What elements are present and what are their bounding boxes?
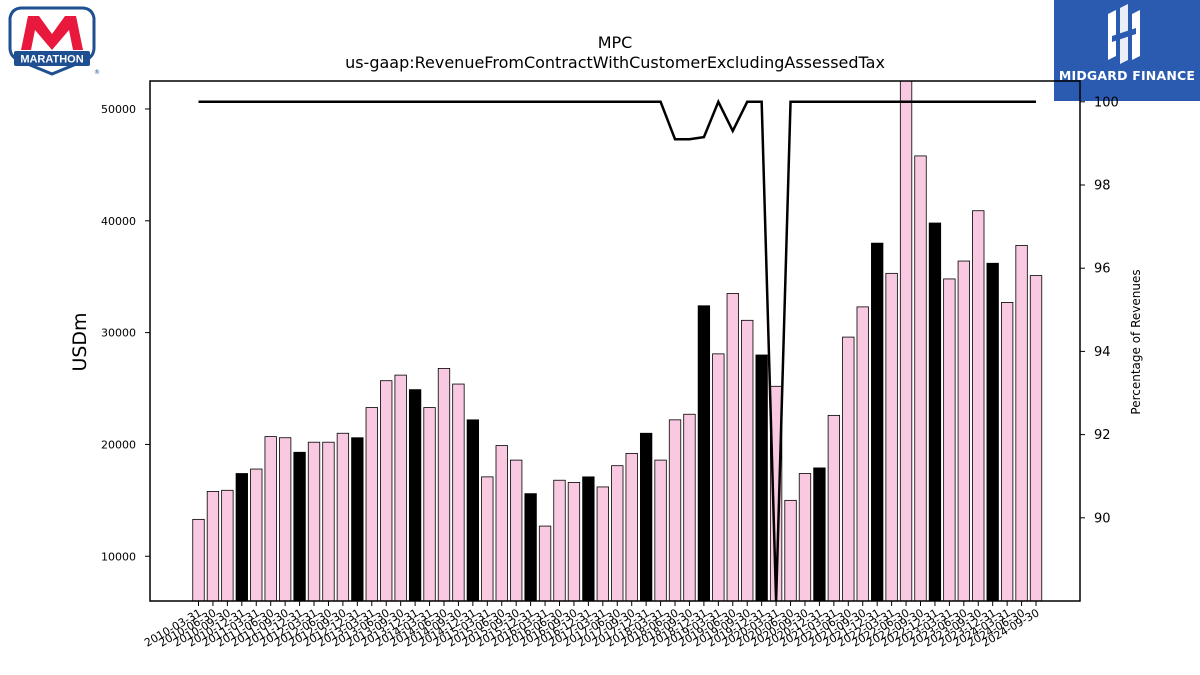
- bar-2015-06-30: [495, 445, 508, 602]
- bar-2023-06-30: [957, 260, 970, 602]
- bar-2011-09-30: [278, 437, 292, 602]
- bar-2016-03-31: [538, 525, 552, 602]
- bar-2022-03-31: [885, 272, 898, 602]
- bar-2014-03-31: [423, 407, 436, 602]
- y2-tick-label: 92: [1094, 428, 1111, 443]
- bar-2020-06-30: [784, 499, 797, 602]
- bar-2017-09-30: [625, 452, 638, 602]
- bar-2010-09-30: [221, 489, 234, 602]
- bar-2013-06-30: [380, 380, 393, 602]
- bar-2011-03-31: [250, 468, 263, 602]
- bar-2018-03-31: [654, 459, 667, 602]
- bar-2024-03-31: [1000, 302, 1014, 602]
- bar-2011-06-30: [264, 436, 277, 602]
- bar-2014-09-30: [452, 383, 465, 602]
- y2-tick-label: 94: [1094, 345, 1111, 360]
- bar-2022-09-30: [914, 155, 927, 602]
- marathon-wordmark: MARATHON: [20, 54, 83, 66]
- marathon-logo: MARATHON ®: [4, 4, 100, 76]
- bar-2022-06-30: [899, 80, 913, 602]
- bar-2021-09-30: [856, 306, 869, 602]
- bar-2017-06-30: [611, 465, 624, 602]
- y-axis-label: USDm: [69, 312, 91, 371]
- bar-2021-03-31: [827, 414, 841, 602]
- y-tick-label: 20000: [101, 438, 136, 451]
- bar-2015-03-31: [481, 476, 494, 602]
- midgard-emblem-icon: [1108, 4, 1140, 64]
- bar-2011-12-31: [293, 451, 306, 602]
- bar-2019-09-30: [741, 319, 754, 602]
- bar-2023-09-30: [972, 210, 985, 602]
- plot-frame: [149, 80, 1081, 602]
- y2-tick-label: 90: [1094, 511, 1111, 526]
- bar-2013-09-30: [394, 374, 407, 602]
- y2-axis-label: Percentage of Revenues: [1129, 269, 1143, 414]
- y-tick-label: 40000: [101, 215, 136, 228]
- chart-subtitle: us-gaap:RevenueFromContractWithCustomerE…: [345, 53, 885, 72]
- bar-2016-09-30: [567, 482, 581, 602]
- bar-2019-12-31: [755, 354, 768, 602]
- bar-2014-06-30: [437, 367, 451, 602]
- bar-2013-03-31: [365, 407, 378, 602]
- bar-2023-12-31: [986, 262, 999, 602]
- bar-2017-12-31: [639, 432, 653, 602]
- bar-2017-03-31: [596, 486, 609, 602]
- svg-text:®: ®: [94, 69, 100, 76]
- y-tick-label: 30000: [101, 327, 136, 340]
- bar-2018-12-31: [697, 305, 711, 602]
- bar-2012-03-31: [307, 441, 321, 602]
- bar-2024-06-30: [1015, 244, 1028, 602]
- bar-2010-12-31: [235, 473, 248, 602]
- bar-2018-09-30: [683, 413, 696, 602]
- bar-2012-06-30: [322, 441, 335, 602]
- y2-tick-label: 96: [1094, 262, 1111, 277]
- bars-group: [192, 80, 1043, 602]
- bar-2016-12-31: [582, 476, 595, 602]
- bar-2022-12-31: [928, 222, 942, 602]
- bar-2020-12-31: [813, 467, 826, 602]
- bar-2024-09-30: [1029, 275, 1043, 602]
- midgard-finance-logo: MIDGARD FINANCE: [1054, 0, 1200, 101]
- bar-2016-06-30: [553, 479, 566, 602]
- y2-tick-label: 98: [1094, 179, 1111, 194]
- bar-2021-12-31: [871, 242, 884, 602]
- midgard-wordmark: MIDGARD FINANCE: [1058, 68, 1196, 83]
- bar-2014-12-31: [466, 419, 480, 602]
- axes-group: 1000020000300004000050000909294969810020…: [101, 95, 1119, 649]
- bar-2018-06-30: [668, 419, 682, 602]
- bar-2015-09-30: [510, 459, 523, 602]
- bar-2010-03-31: [192, 518, 205, 602]
- bar-2012-12-31: [351, 437, 364, 602]
- chart-title: MPC: [598, 33, 633, 52]
- y-tick-label: 10000: [101, 550, 136, 563]
- bar-2019-03-31: [712, 353, 725, 602]
- bar-2015-12-31: [524, 493, 537, 602]
- bar-2019-06-30: [726, 293, 739, 602]
- percentage-line: [198, 98, 1037, 602]
- y-tick-label: 50000: [101, 103, 136, 116]
- bar-2020-09-30: [798, 473, 812, 602]
- bar-2023-03-31: [943, 278, 956, 602]
- bar-2013-12-31: [408, 389, 422, 602]
- bar-2010-06-30: [206, 491, 220, 602]
- bar-2021-06-30: [842, 336, 855, 602]
- y2-tick-label: 100: [1094, 95, 1119, 110]
- bar-2012-09-30: [336, 432, 350, 602]
